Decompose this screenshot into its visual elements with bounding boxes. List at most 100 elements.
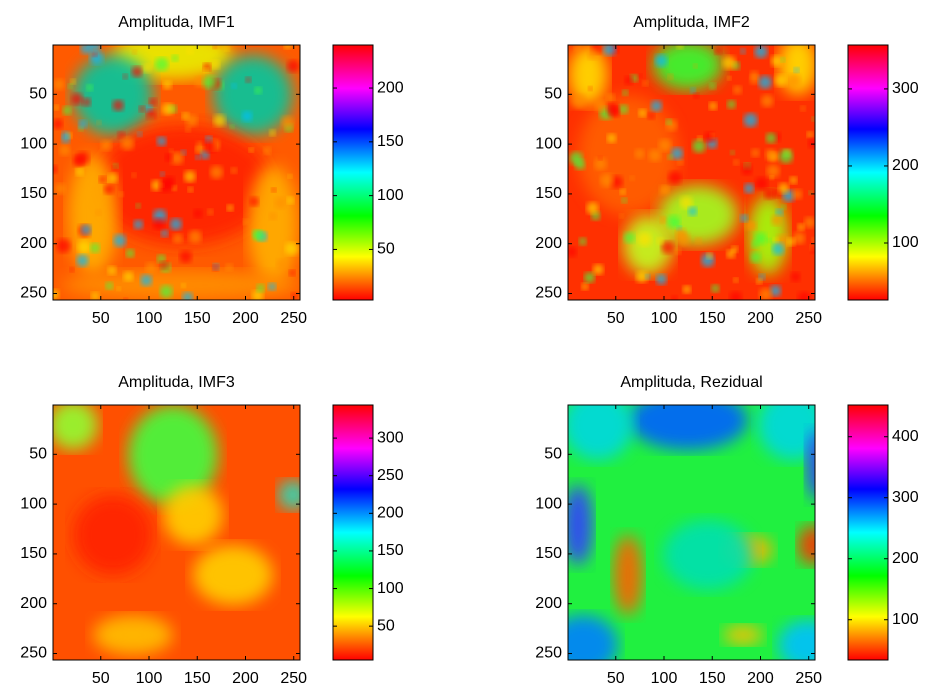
image-texture bbox=[146, 109, 157, 120]
image-texture bbox=[755, 177, 769, 190]
image-texture bbox=[209, 165, 224, 179]
image-texture bbox=[662, 185, 670, 193]
image-texture bbox=[185, 126, 191, 133]
colorbar bbox=[847, 44, 889, 301]
image-texture bbox=[706, 252, 713, 259]
image-texture bbox=[740, 48, 746, 54]
x-tick-label: 50 bbox=[92, 670, 110, 686]
image-texture bbox=[145, 262, 157, 274]
axes-frame bbox=[567, 404, 816, 661]
image-region bbox=[61, 270, 300, 300]
image-region bbox=[93, 125, 273, 245]
image-texture bbox=[54, 183, 66, 195]
image-texture bbox=[161, 103, 174, 115]
image bbox=[568, 405, 815, 660]
image-texture bbox=[53, 78, 65, 90]
image-texture bbox=[180, 283, 186, 288]
image-texture bbox=[637, 232, 652, 247]
colorbar bbox=[332, 44, 374, 301]
image-texture bbox=[213, 114, 226, 127]
image-texture bbox=[766, 164, 780, 178]
image-texture bbox=[786, 237, 796, 246]
image-texture bbox=[603, 45, 616, 56]
image-texture bbox=[624, 76, 634, 85]
image-texture bbox=[254, 86, 262, 95]
image-texture bbox=[160, 229, 169, 238]
image-region bbox=[758, 405, 815, 460]
image-region bbox=[93, 615, 173, 655]
image-texture bbox=[676, 45, 684, 50]
image-texture bbox=[774, 74, 787, 87]
y-tick-label: 200 bbox=[535, 235, 562, 252]
image-texture bbox=[811, 116, 815, 122]
colorbar-tick-label: 50 bbox=[377, 617, 395, 634]
image-texture bbox=[271, 187, 277, 193]
x-tick-label: 200 bbox=[232, 310, 259, 327]
image-region bbox=[248, 165, 298, 285]
image-texture bbox=[70, 93, 83, 106]
y-tick-label: 150 bbox=[20, 545, 47, 562]
x-tick-label: 50 bbox=[607, 310, 625, 327]
image-texture bbox=[86, 84, 94, 92]
image-texture bbox=[125, 249, 135, 258]
image-texture bbox=[62, 105, 72, 115]
image-texture bbox=[654, 54, 668, 68]
image-texture bbox=[756, 278, 762, 285]
image-texture bbox=[773, 237, 779, 243]
image-texture bbox=[78, 120, 87, 129]
image-texture bbox=[587, 48, 599, 60]
image-texture bbox=[671, 295, 678, 300]
image-texture bbox=[287, 60, 300, 73]
image-texture bbox=[650, 100, 663, 112]
colorbar-tick-label: 100 bbox=[377, 580, 404, 597]
image-texture bbox=[727, 75, 732, 81]
image-texture bbox=[797, 291, 812, 300]
image-texture bbox=[170, 151, 184, 165]
image-texture bbox=[634, 148, 645, 159]
subplot-title: Amplituda, IMF2 bbox=[633, 14, 750, 31]
image-texture bbox=[111, 165, 117, 171]
image-texture bbox=[808, 138, 815, 149]
image-texture bbox=[741, 164, 753, 176]
image-texture bbox=[619, 104, 629, 114]
colorbar-tick-label: 200 bbox=[892, 550, 919, 567]
image-texture bbox=[53, 104, 59, 111]
image-texture bbox=[226, 204, 234, 212]
y-tick-label: 150 bbox=[20, 185, 47, 202]
image-texture bbox=[108, 173, 118, 183]
image-texture bbox=[169, 148, 174, 153]
image-texture bbox=[765, 149, 777, 161]
y-tick-label: 100 bbox=[535, 135, 562, 152]
image-texture bbox=[274, 196, 287, 209]
x-tick-label: 250 bbox=[280, 670, 307, 686]
image-texture bbox=[98, 175, 107, 184]
image-texture bbox=[90, 292, 100, 300]
image-texture bbox=[202, 75, 216, 89]
image-texture bbox=[116, 286, 121, 291]
image-region bbox=[723, 625, 763, 645]
x-tick-label: 150 bbox=[699, 310, 726, 327]
image-texture bbox=[647, 112, 655, 120]
image-region bbox=[578, 95, 678, 215]
x-tick-label: 250 bbox=[795, 670, 822, 686]
image-texture bbox=[659, 216, 667, 224]
image-texture bbox=[156, 136, 167, 146]
image-texture bbox=[645, 274, 651, 280]
x-tick-label: 200 bbox=[747, 670, 774, 686]
image-texture bbox=[806, 131, 813, 138]
image-texture bbox=[780, 57, 786, 63]
image-texture bbox=[118, 191, 124, 197]
image-texture bbox=[598, 156, 603, 161]
image-texture bbox=[120, 136, 134, 151]
image-texture bbox=[164, 176, 175, 187]
image-texture bbox=[693, 63, 698, 69]
image-texture bbox=[159, 285, 173, 299]
image-texture bbox=[586, 202, 599, 215]
image-texture bbox=[656, 237, 664, 245]
image-texture bbox=[619, 188, 626, 195]
image-texture bbox=[695, 237, 702, 244]
colorbar-tick-label: 300 bbox=[377, 429, 404, 446]
image-texture bbox=[574, 159, 586, 170]
image-texture bbox=[751, 240, 759, 248]
